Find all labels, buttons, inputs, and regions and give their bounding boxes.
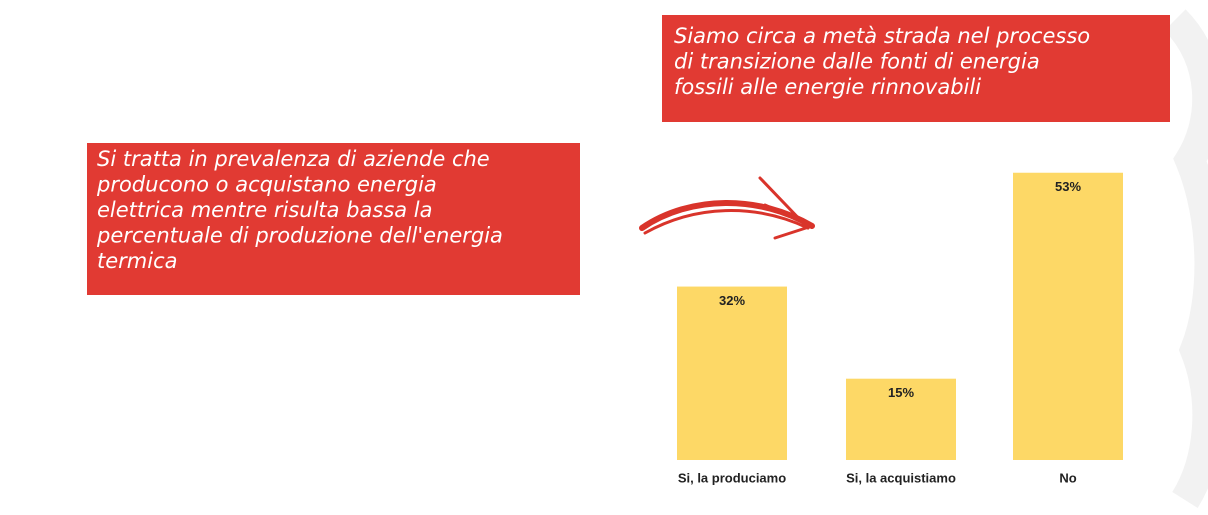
annotation-box: [662, 15, 1170, 122]
annotation-line: producono o acquistano energia: [96, 173, 437, 197]
x-tick-label: No: [1059, 470, 1076, 485]
annotation-line: fossili alle energie rinnovabili: [674, 75, 981, 99]
arrow: [639, 176, 815, 240]
x-tick-label: Si, la produciamo: [678, 470, 786, 485]
annotation-line: Siamo circa a metà strada nel processo: [674, 24, 1090, 48]
annotation-line: di transizione dalle fonti di energia: [674, 50, 1040, 74]
annotation-line: termica: [97, 249, 178, 273]
value-label: 32%: [719, 293, 745, 308]
x-tick-label: Si, la acquistiamo: [846, 470, 956, 485]
annotation-line: Si tratta in prevalenza di aziende che: [97, 147, 490, 171]
bar: [677, 286, 787, 460]
annotation-line: percentuale di produzione dell'energia: [96, 224, 503, 248]
background-decoration: [1163, 9, 1208, 508]
bar: [1013, 172, 1123, 461]
value-label: 53%: [1055, 179, 1081, 194]
annotation-line: elettrica mentre risulta bassa la: [97, 198, 433, 222]
value-label: 15%: [888, 385, 914, 400]
bar: [846, 378, 956, 460]
annotation-box: [87, 143, 580, 295]
